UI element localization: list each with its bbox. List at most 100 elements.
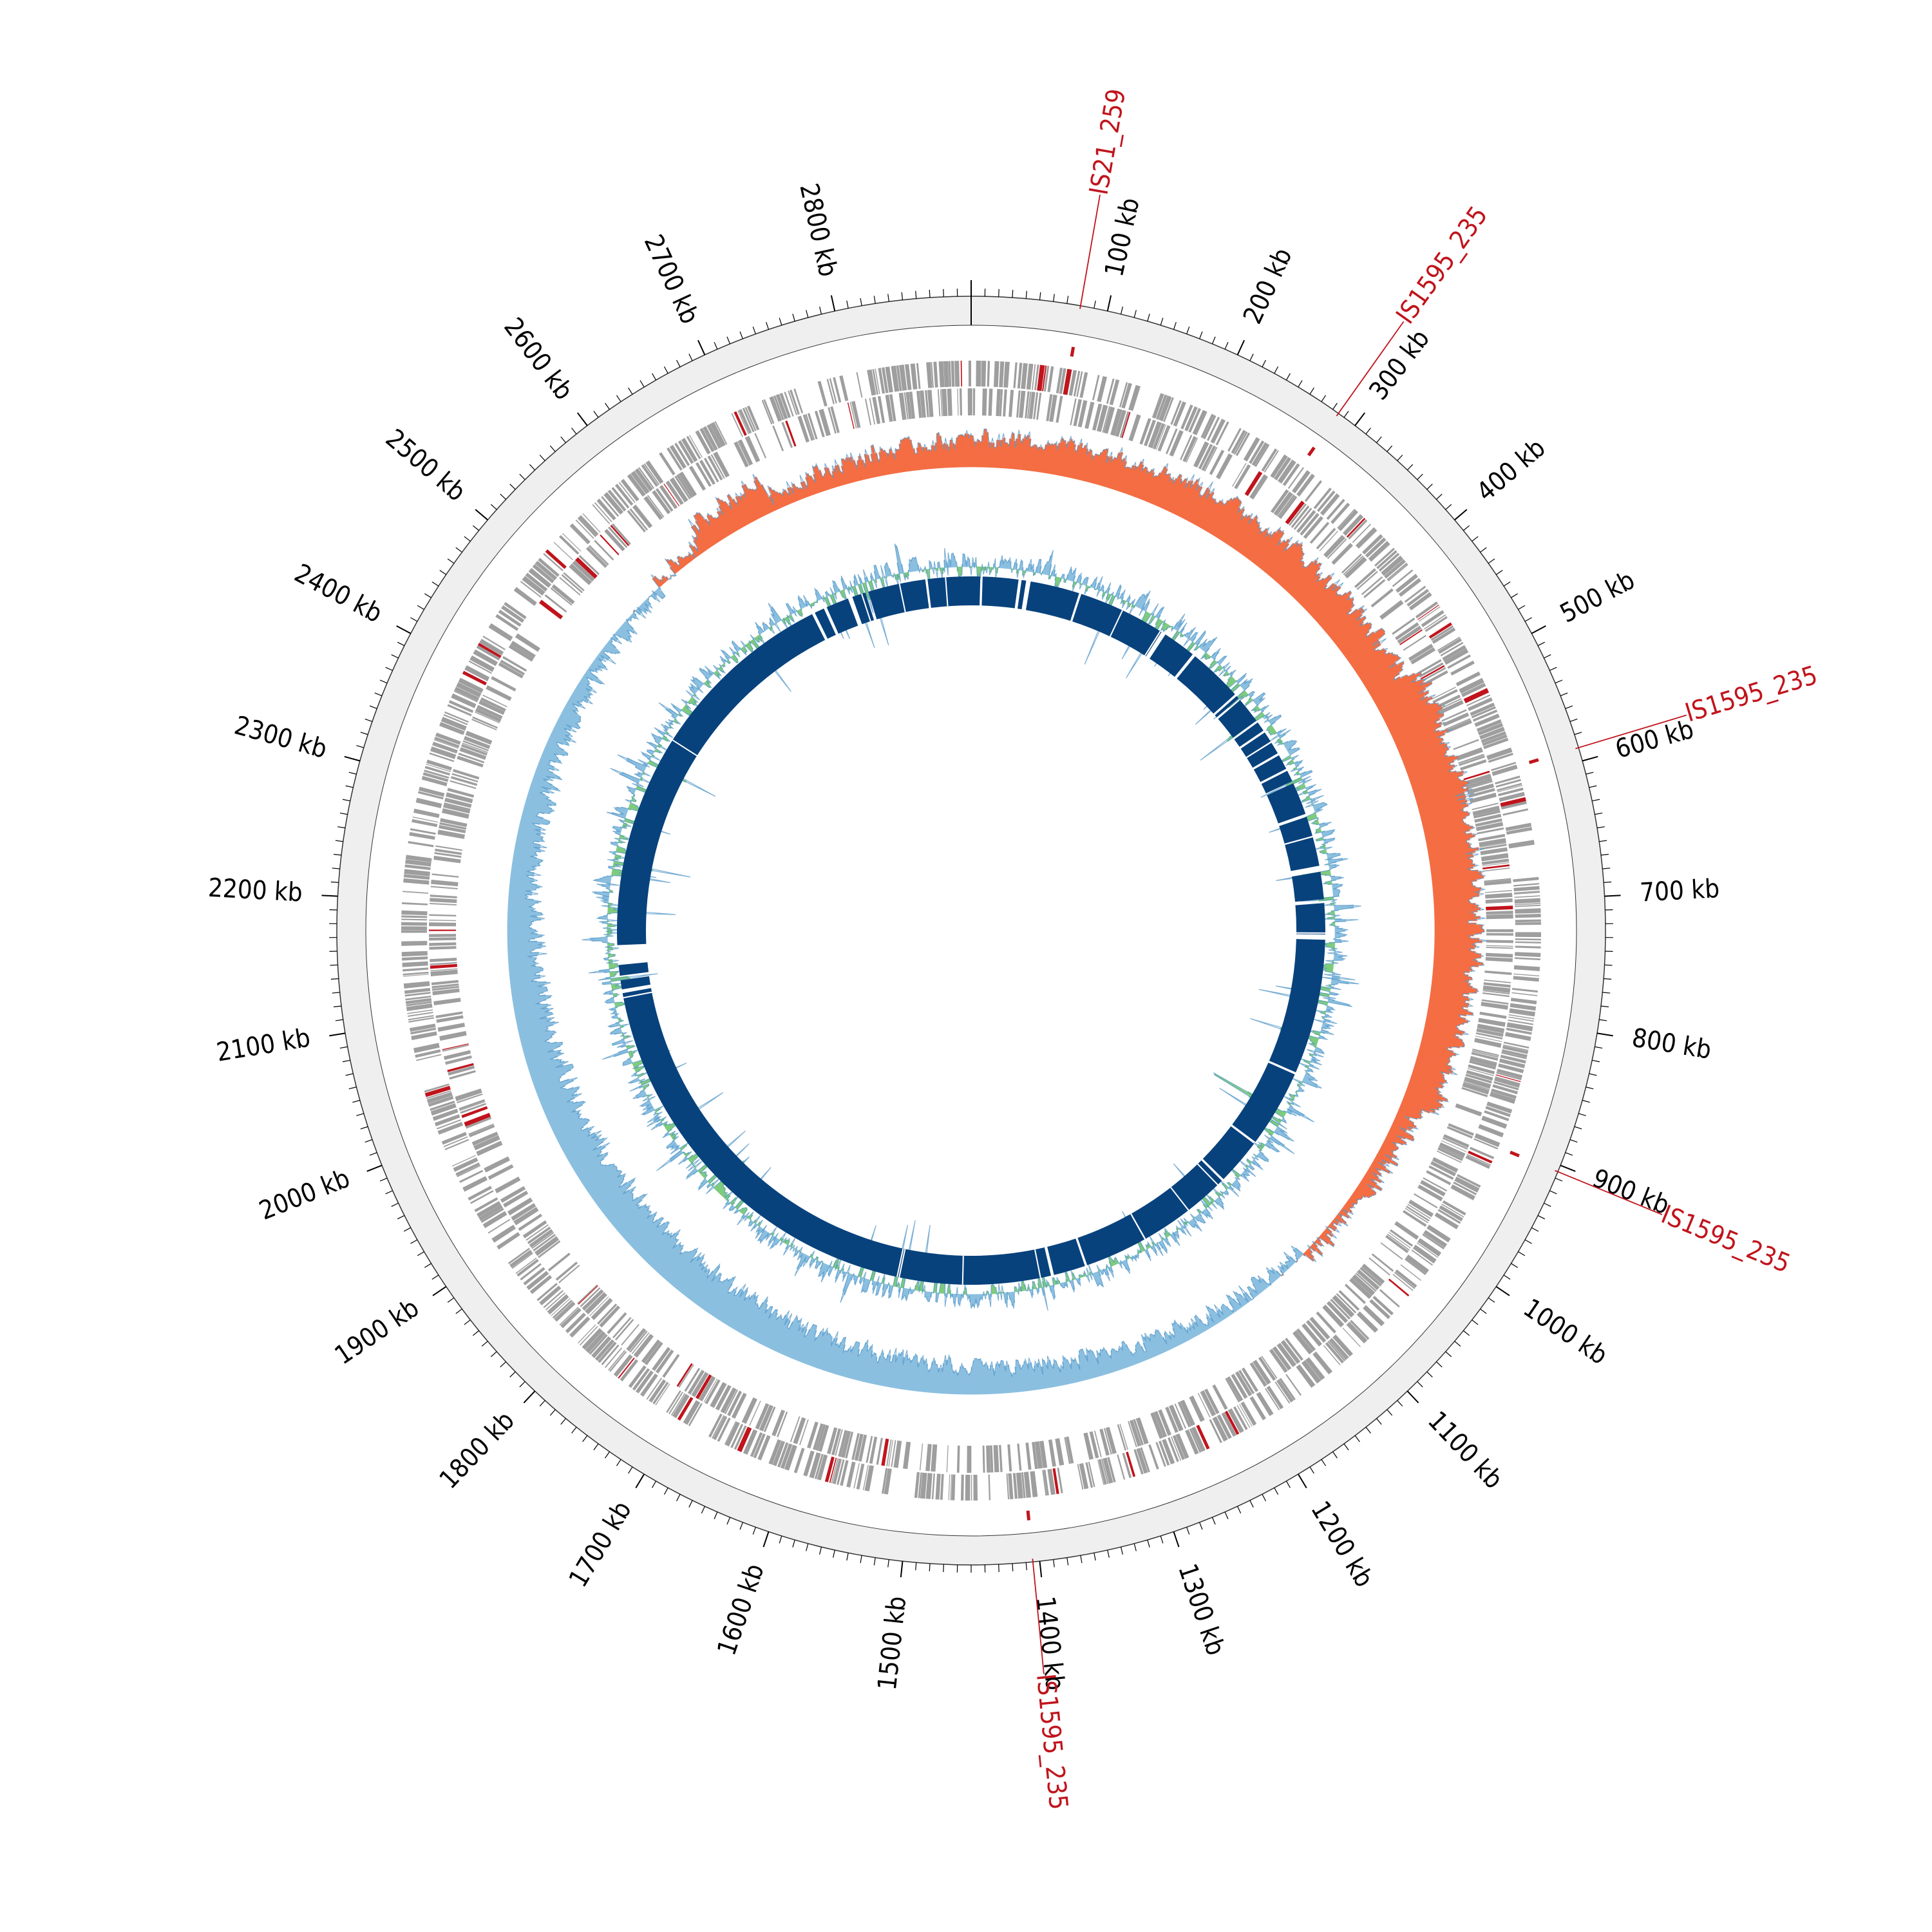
gene-feature (1349, 1277, 1372, 1300)
gene-feature (407, 1009, 433, 1014)
gene-feature (1486, 905, 1513, 911)
gene-feature (878, 368, 886, 394)
gene-feature (1387, 564, 1408, 582)
gene-feature (561, 574, 583, 594)
gene-feature (1515, 938, 1541, 941)
gene-feature (1266, 1385, 1284, 1410)
minor-tick (1600, 1005, 1609, 1008)
gene-feature (1371, 1253, 1394, 1272)
minor-tick (403, 1227, 412, 1232)
gene-feature (1103, 1457, 1113, 1484)
gene-feature (457, 1164, 481, 1177)
minor-tick (943, 1564, 944, 1573)
tick-label: 1800 kb (434, 1406, 520, 1495)
gene-feature (1475, 822, 1504, 831)
gene-feature (1073, 370, 1081, 397)
gene-feature (1463, 688, 1490, 703)
gene-feature (501, 605, 525, 623)
gene-feature (578, 554, 600, 575)
gene-feature (1474, 1133, 1501, 1148)
minor-tick (335, 840, 343, 842)
gene-feature (1227, 1408, 1244, 1434)
gene-feature (1453, 1181, 1477, 1195)
minor-tick (663, 1487, 668, 1495)
gene-feature (829, 378, 837, 404)
is-label: IS1595_235 (1030, 1672, 1073, 1811)
minor-tick (397, 641, 405, 647)
gene-feature (401, 926, 428, 931)
gene-feature (1475, 818, 1502, 827)
gene-feature (948, 1474, 951, 1501)
tick-label: 2300 kb (231, 710, 330, 764)
gene-feature (1049, 394, 1057, 422)
gene-feature (1424, 614, 1446, 630)
gene-feature (482, 694, 507, 708)
gene-feature (418, 791, 444, 800)
gene-feature (1395, 622, 1419, 641)
gene-feature (1484, 1110, 1510, 1122)
gene-feature (1437, 699, 1464, 715)
gene-feature (1486, 914, 1513, 920)
minor-tick (639, 380, 645, 388)
inner-ring-separator (896, 1248, 904, 1278)
minor-tick (1417, 1381, 1423, 1388)
gene-feature (1470, 702, 1495, 716)
gene-feature (1296, 1328, 1316, 1352)
gene-feature (1368, 1257, 1390, 1276)
inner-ring-separator (623, 991, 652, 999)
gene-feature (1288, 503, 1307, 526)
minor-tick (1066, 1557, 1069, 1566)
gene-feature (668, 1392, 683, 1414)
gene-feature (1468, 1150, 1493, 1164)
gene-feature (1327, 1340, 1346, 1361)
gene-feature (464, 665, 490, 682)
gene-feature (976, 361, 981, 387)
gene-feature (1186, 437, 1198, 463)
gene-feature (1481, 853, 1509, 862)
minor-tick (509, 1371, 516, 1378)
gene-feature (988, 388, 993, 416)
gene-feature (916, 363, 921, 389)
gene-feature (513, 587, 537, 606)
gene-feature (1442, 1137, 1468, 1150)
gene-feature (1483, 737, 1509, 750)
gene-feature (430, 961, 457, 965)
minor-tick (1472, 1320, 1479, 1325)
gene-feature (450, 780, 477, 790)
gene-feature (426, 1090, 451, 1099)
gene-feature (663, 483, 680, 507)
gene-feature (1480, 847, 1508, 855)
gene-feature (1180, 1399, 1195, 1426)
gene-feature (1047, 1468, 1056, 1495)
gene-feature (1338, 509, 1358, 531)
gene-feature (476, 1141, 503, 1157)
is-leader-line (1575, 714, 1687, 750)
gene-feature (1491, 1088, 1517, 1099)
gene-feature (560, 1307, 582, 1329)
gc-content-outline (582, 544, 1361, 1311)
gene-feature (435, 848, 462, 855)
gene-feature (1243, 437, 1260, 462)
gene-feature (495, 1176, 521, 1194)
gene-feature (1460, 759, 1487, 771)
gene-feature (424, 1083, 450, 1093)
gene-feature (462, 1176, 488, 1192)
gene-feature (1374, 547, 1395, 567)
gene-feature (1515, 952, 1541, 958)
is-label: IS1595_235 (1682, 661, 1821, 728)
gene-feature (457, 1093, 483, 1104)
gene-feature (1470, 1056, 1497, 1064)
gene-feature (734, 1425, 747, 1450)
gene-feature (596, 498, 616, 521)
gene-feature (582, 1328, 603, 1350)
gene-feature (1316, 490, 1336, 512)
minor-tick (1406, 464, 1414, 471)
gene-feature (429, 914, 457, 917)
gene-feature (464, 1113, 491, 1127)
minor-tick (1080, 1555, 1083, 1564)
major-tick (1531, 625, 1546, 634)
gene-feature (1265, 1388, 1280, 1411)
gene-feature (1412, 1244, 1437, 1264)
gene-feature (439, 722, 465, 735)
gene-feature (1355, 1273, 1377, 1292)
